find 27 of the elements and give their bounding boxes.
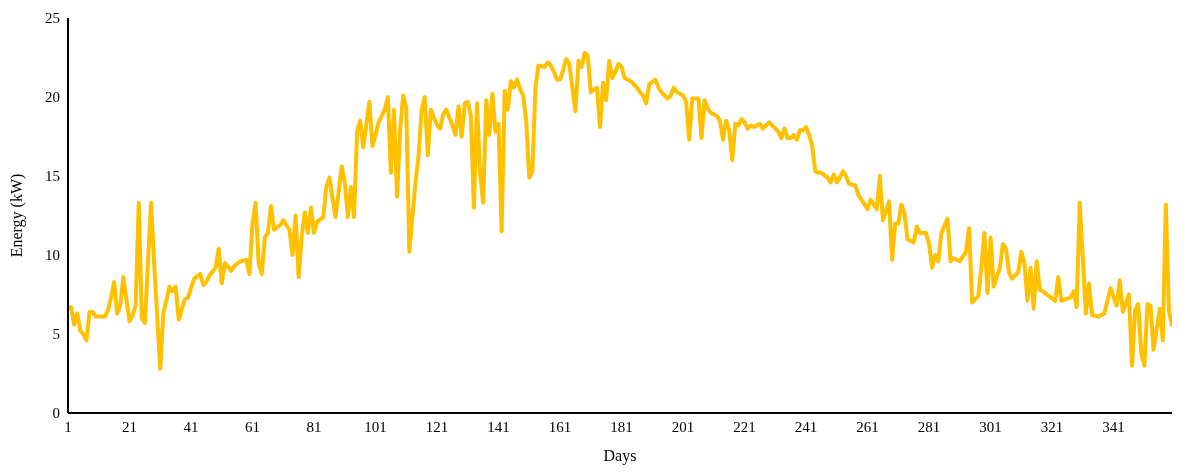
x-tick-label: 41 [183,418,199,435]
x-tick-label: 81 [306,418,322,435]
x-tick-label: 301 [979,418,1002,435]
x-tick-label: 141 [487,418,510,435]
x-tick-label: 161 [548,418,572,435]
x-tick-label: 261 [856,418,879,435]
x-tick-label: 181 [610,418,633,435]
y-axis-title: Energy (kW) [7,173,26,258]
y-tick-label: 5 [52,326,60,343]
x-tick-label: 341 [1102,418,1125,435]
x-tick-label: 1 [64,418,72,435]
x-axis-title: Days [603,447,637,465]
y-tick-label: 10 [45,247,60,264]
y-tick-label: 20 [45,89,60,106]
y-tick-label: 25 [45,10,60,27]
x-tick-label: 321 [1040,418,1064,435]
x-tick-label: 201 [671,418,695,435]
x-tick-label: 101 [364,418,387,435]
line-series [68,50,1172,371]
x-tick-label: 21 [122,418,137,435]
x-tick-label: 121 [425,418,449,435]
x-tick-label: 241 [794,418,818,435]
x-tick-label: 281 [917,418,941,435]
x-tick-label: 221 [733,418,756,435]
y-tick-label: 15 [45,168,60,185]
x-tick-label: 61 [245,418,261,435]
y-tick-label: 0 [52,405,60,422]
